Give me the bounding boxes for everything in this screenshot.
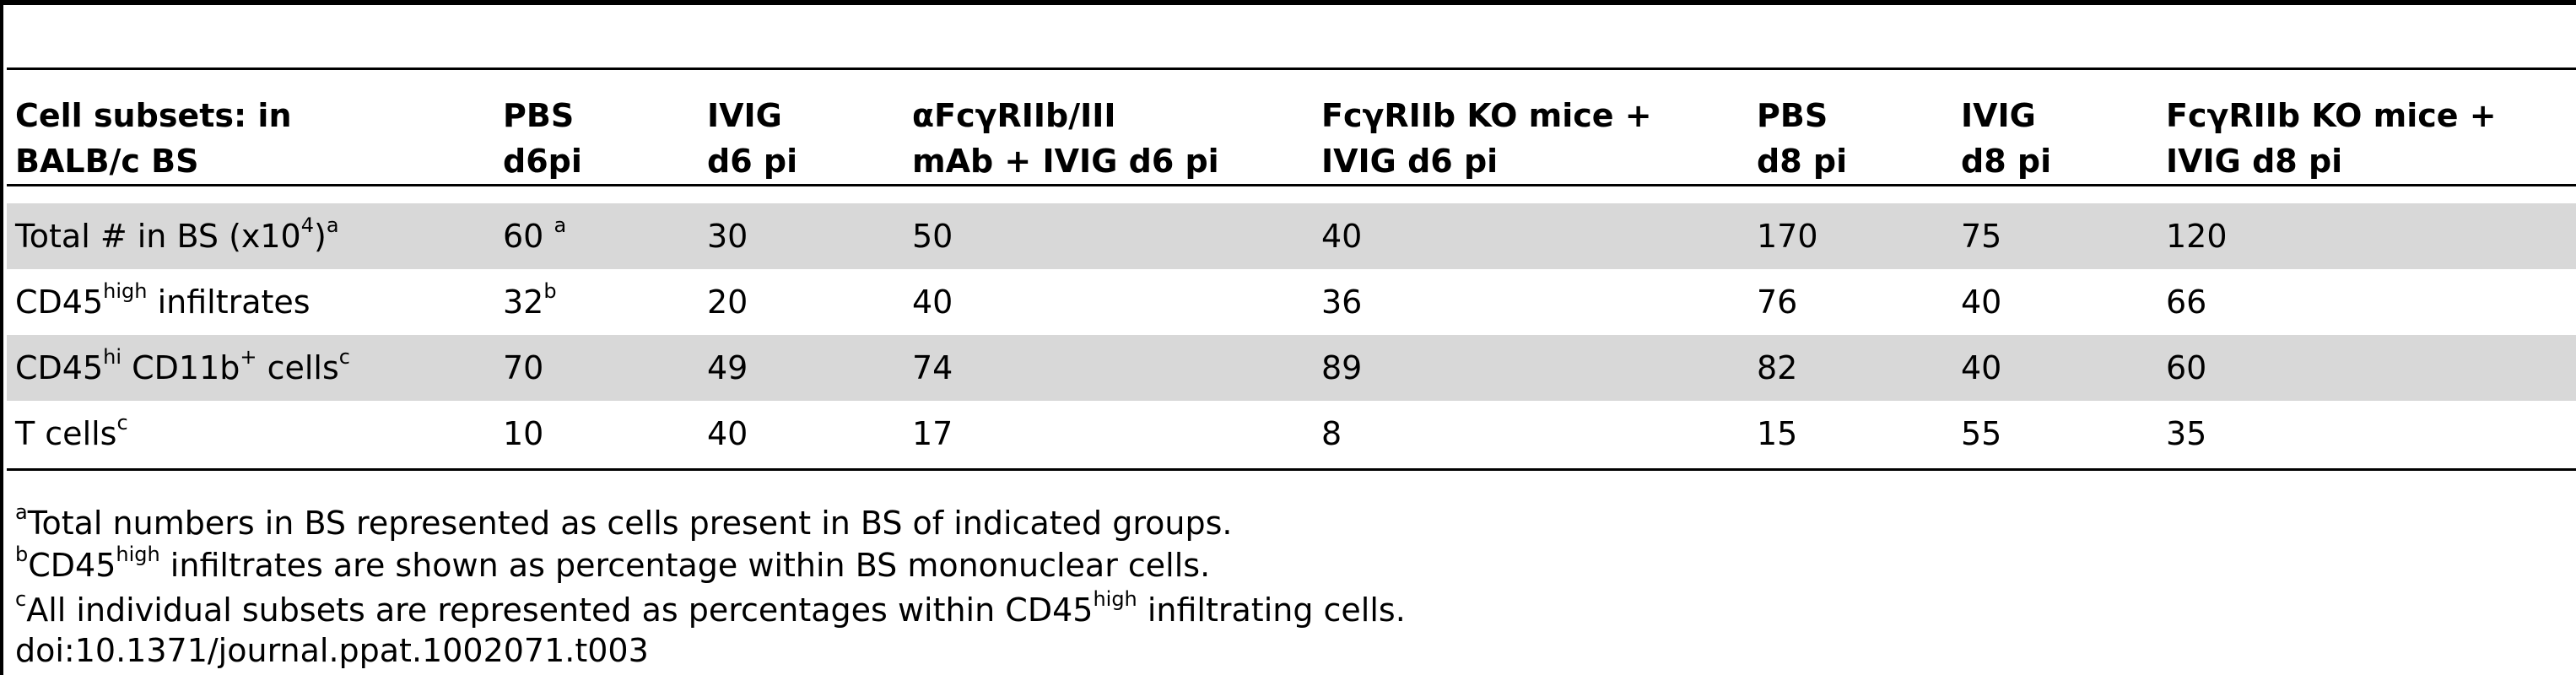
value-cell: 49 [707,349,748,386]
footnote-b: bCD45high infiltrates are shown as perce… [15,543,1211,584]
header-pbs-d6: PBS d6pi [503,97,582,180]
value-cell: 70 [503,349,544,386]
footnote-a: aTotal numbers in BS represented as cell… [15,500,1233,542]
value-cell: 40 [707,415,748,452]
row-label: CD45high infiltrates [15,279,311,321]
header-ivig-d6: IVIG d6 pi [707,97,798,180]
value-cell: 40 [1321,218,1363,255]
value-cell: 8 [1321,415,1342,452]
table-bottom-rule [7,468,2576,471]
row-shading [7,203,2576,269]
header-pbs-d8: PBS d8 pi [1757,97,1848,180]
value-cell: 40 [1961,349,2002,386]
value-cell: 170 [1757,218,1818,255]
value-cell: 40 [912,284,953,321]
row-label: CD45hi CD11b+ cellsc [15,345,350,386]
value-cell: 36 [1321,284,1363,321]
value-cell: 55 [1961,415,2002,452]
table-top-rule [0,0,2576,5]
header-ivig-d8: IVIG d8 pi [1961,97,2052,180]
header-top-rule [7,68,2576,70]
header-ko-ivig-d6: FcγRIIb KO mice + IVIG d6 pi [1321,97,1652,180]
value-cell: 15 [1757,415,1798,452]
value-cell: 76 [1757,284,1798,321]
value-cell: 32b [503,279,557,321]
table-left-rule [0,0,3,675]
row-shading [7,335,2576,401]
value-cell: 66 [2166,284,2207,321]
footnote-c: cAll individual subsets are represented … [15,587,1406,629]
value-cell: 82 [1757,349,1798,386]
value-cell: 74 [912,349,953,386]
doi-text: doi:10.1371/journal.ppat.1002071.t003 [15,632,649,669]
row-label: Total # in BS (x104)a [15,213,339,255]
value-cell: 35 [2166,415,2207,452]
header-cell-subsets: Cell subsets: in BALB/c BS [15,97,292,180]
row-label: T cellsc [15,411,128,452]
value-cell: 50 [912,218,953,255]
value-cell: 120 [2166,218,2228,255]
value-cell: 20 [707,284,748,321]
value-cell: 89 [1321,349,1363,386]
value-cell: 17 [912,415,953,452]
value-cell: 30 [707,218,748,255]
value-cell: 75 [1961,218,2002,255]
header-bottom-rule [7,184,2576,186]
header-ko-ivig-d8: FcγRIIb KO mice + IVIG d8 pi [2166,97,2497,180]
header-mab-ivig-d6: αFcγRIIb/III mAb + IVIG d6 pi [912,97,1219,180]
value-cell: 60 a [503,213,567,255]
value-cell: 10 [503,415,544,452]
value-cell: 60 [2166,349,2207,386]
value-cell: 40 [1961,284,2002,321]
